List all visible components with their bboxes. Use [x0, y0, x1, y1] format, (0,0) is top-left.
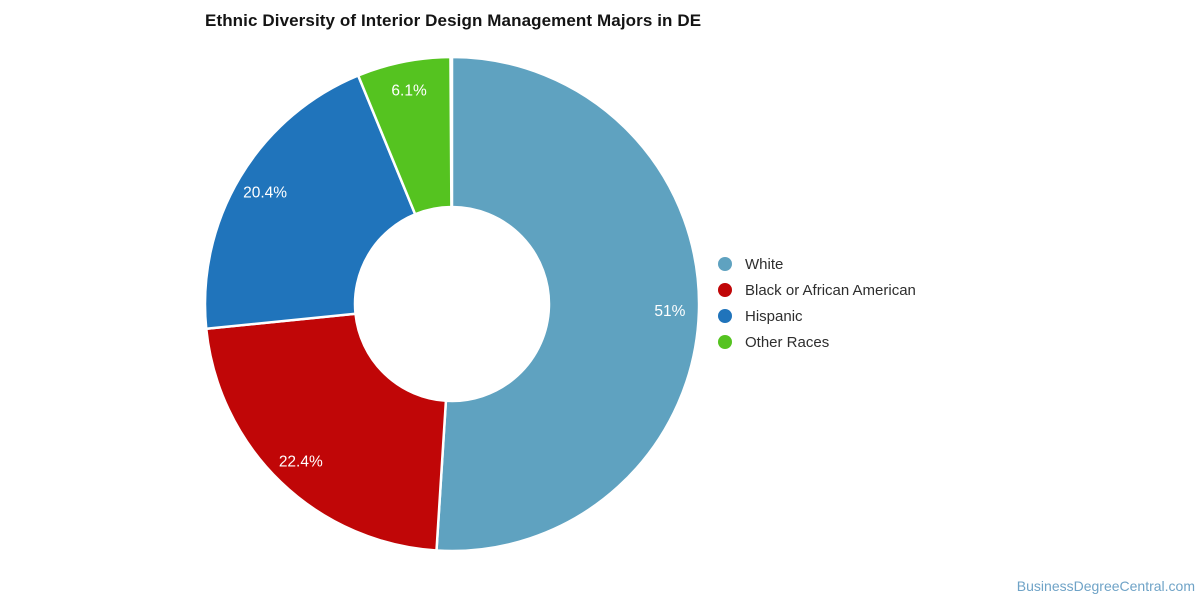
slice-label-other-races: 6.1% — [391, 83, 427, 100]
legend-label-hispanic: Hispanic — [745, 307, 803, 325]
donut-slice-hispanic[interactable] — [203, 74, 417, 331]
legend-item-white[interactable]: White — [718, 251, 916, 277]
legend-swatch-black-or-african-american-icon — [718, 283, 732, 297]
donut-slice-white[interactable] — [435, 55, 701, 553]
legend-swatch-other-races-icon — [718, 335, 732, 349]
chart-title: Ethnic Diversity of Interior Design Mana… — [205, 11, 702, 30]
legend-item-black-or-african-american[interactable]: Black or African American — [718, 277, 916, 303]
branding-link[interactable]: BusinessDegreeCentral.com — [1016, 578, 1195, 594]
legend-item-other-races[interactable]: Other Races — [718, 329, 916, 355]
legend-label-other-races: Other Races — [745, 333, 830, 351]
legend-swatch-white-icon — [718, 257, 732, 271]
legend-item-hispanic[interactable]: Hispanic — [718, 303, 916, 329]
slice-label-hispanic: 20.4% — [243, 184, 287, 201]
slice-label-white: 51% — [654, 303, 685, 320]
legend-label-black-or-african-american: Black or African American — [745, 281, 916, 299]
legend: White Black or African American Hispanic… — [718, 251, 916, 355]
legend-label-white: White — [745, 255, 784, 273]
slice-label-black-or-african-american: 22.4% — [279, 453, 323, 470]
legend-swatch-hispanic-icon — [718, 309, 732, 323]
donut-slice-black-or-african-american[interactable] — [205, 312, 448, 552]
donut-slice-other-races[interactable] — [356, 55, 453, 216]
